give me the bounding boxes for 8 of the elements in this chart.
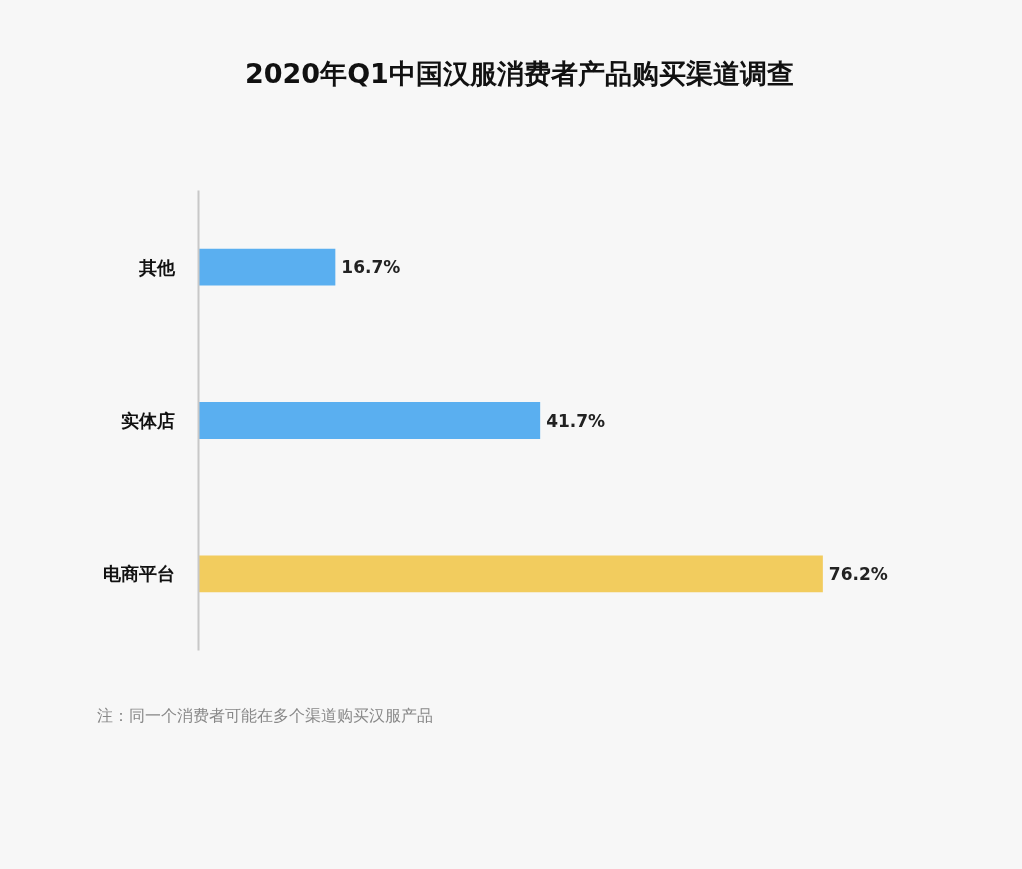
y-tick-label: 实体店 (120, 410, 175, 431)
y-tick-label: 其他 (137, 256, 176, 278)
data-label: 76.2% (828, 563, 888, 584)
data-label: 16.7% (341, 257, 401, 278)
y-tick-label: 电商平台 (102, 563, 175, 585)
chart-title: 2020年Q1中国汉服消费者产品购买渠道调查 (244, 57, 794, 91)
data-label: 41.7% (546, 410, 606, 431)
text: 注：同一个消费者可能在多个渠道购买汉服产品 (97, 705, 433, 727)
